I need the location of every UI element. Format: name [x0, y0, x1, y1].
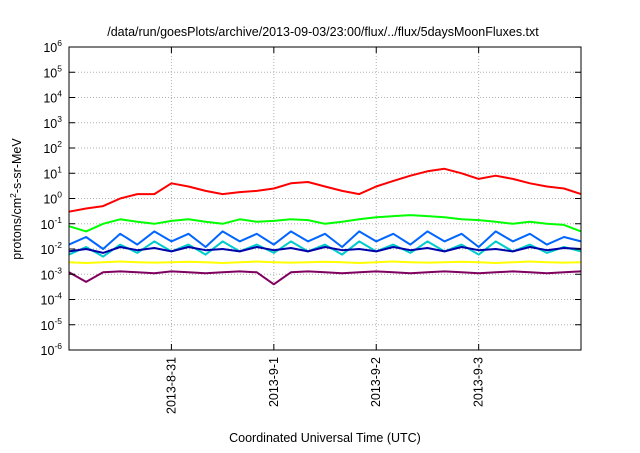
y-tick-label: 105 — [43, 63, 62, 80]
y-tick-label: 100 — [43, 190, 62, 207]
y-tick-label-exponent: 1 — [57, 164, 62, 174]
series-line — [68, 230, 582, 250]
series-line — [68, 270, 582, 286]
y-tick-label-base: 10 — [43, 41, 57, 55]
y-tick-label-base: 10 — [41, 243, 55, 257]
axis-layer: 10-610-510-410-310-210-11001011021031041… — [41, 38, 581, 414]
x-tick-label: 2013-8-31 — [164, 357, 178, 414]
y-axis-label-sup: 2 — [8, 193, 18, 198]
y-axis-label: protons/cm2-s-sr-MeV — [8, 138, 24, 260]
y-tick-label-exponent: -2 — [54, 240, 62, 250]
series-line — [68, 246, 582, 254]
grid-layer — [69, 47, 581, 350]
y-tick-label-base: 10 — [43, 142, 57, 156]
y-tick-label: 101 — [43, 164, 62, 181]
y-tick-label-base: 10 — [41, 294, 55, 308]
y-tick-label-base: 10 — [43, 66, 57, 80]
y-tick-label: 10-1 — [41, 215, 63, 232]
y-tick-label-exponent: -1 — [54, 215, 62, 225]
y-tick-label: 102 — [43, 139, 62, 156]
y-axis-label-base: protons/cm — [10, 198, 24, 260]
y-tick-label-exponent: -6 — [54, 341, 62, 351]
x-tick-label: 2013-9-3 — [472, 357, 486, 407]
y-tick-label: 10-4 — [41, 291, 63, 308]
y-tick-label-base: 10 — [43, 193, 57, 207]
series-layer — [68, 167, 582, 286]
y-tick-label: 106 — [43, 38, 62, 55]
series-line — [68, 260, 582, 264]
y-tick-label-base: 10 — [43, 167, 57, 181]
chart-title: /data/run/goesPlots/archive/2013-09-03/2… — [107, 25, 539, 39]
y-tick-label-exponent: 0 — [57, 190, 62, 200]
y-tick-label-base: 10 — [43, 92, 57, 106]
y-tick-label-exponent: 2 — [57, 139, 62, 149]
y-tick-label-exponent: 5 — [57, 63, 62, 73]
y-tick-label-base: 10 — [41, 344, 55, 358]
y-tick-label: 10-3 — [41, 265, 63, 282]
series-line — [68, 167, 582, 213]
y-tick-label-base: 10 — [41, 218, 55, 232]
series-line — [68, 214, 582, 233]
y-tick-label-exponent: 3 — [57, 114, 62, 124]
y-tick-label: 104 — [43, 89, 62, 106]
y-tick-label-exponent: -4 — [54, 291, 62, 301]
y-tick-label-exponent: 6 — [57, 38, 62, 48]
y-tick-label: 10-6 — [41, 341, 63, 358]
y-tick-label-exponent: -5 — [54, 316, 62, 326]
y-tick-label: 10-5 — [41, 316, 63, 333]
y-tick-label-exponent: -3 — [54, 265, 62, 275]
y-tick-label-base: 10 — [41, 268, 55, 282]
x-axis-label: Coordinated Universal Time (UTC) — [229, 431, 421, 445]
y-tick-label: 103 — [43, 114, 62, 131]
series-line — [68, 240, 582, 258]
x-tick-label: 2013-9-1 — [267, 357, 281, 407]
x-tick-label: 2013-9-2 — [369, 357, 383, 407]
y-axis-label-rest: -s-sr-MeV — [10, 138, 24, 194]
y-tick-label-exponent: 4 — [57, 89, 62, 99]
y-tick-label: 10-2 — [41, 240, 63, 257]
y-tick-label-base: 10 — [43, 117, 57, 131]
y-tick-label-base: 10 — [41, 319, 55, 333]
